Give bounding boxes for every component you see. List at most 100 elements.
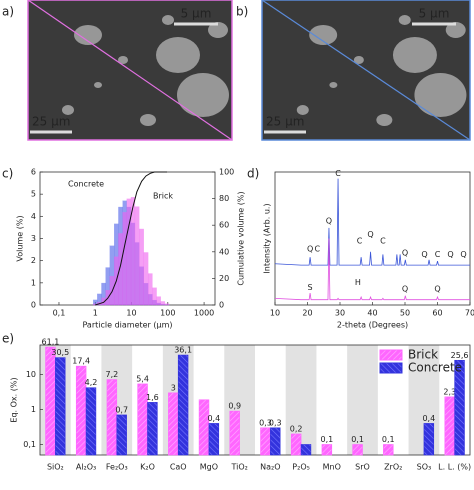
histogram-bar xyxy=(147,273,153,306)
y-tick-label: 0 xyxy=(31,301,36,310)
x-tick-label: 40 xyxy=(367,309,377,318)
value-label: 7,2 xyxy=(106,370,119,379)
bar xyxy=(116,414,127,456)
bar xyxy=(321,444,333,456)
value-label: 1,6 xyxy=(146,393,159,402)
legend-label: Concrete xyxy=(408,361,462,375)
x-tick-label: SrO xyxy=(355,463,370,472)
bar xyxy=(85,387,97,456)
histogram-bar xyxy=(164,303,170,306)
bar xyxy=(290,433,302,456)
y-tick-label: 0,1 xyxy=(23,440,36,449)
y-axis-label: Eq. Ox. (%) xyxy=(10,377,19,422)
xrd-line xyxy=(274,178,470,266)
bar xyxy=(147,402,158,456)
histogram-bar xyxy=(143,252,149,306)
panel-label: c) xyxy=(2,167,13,181)
value-label: 30,5 xyxy=(51,348,69,357)
y-tick-label: 6 xyxy=(31,168,36,177)
panel-label: e) xyxy=(2,332,14,346)
value-label: 0,3 xyxy=(269,418,282,427)
bar xyxy=(454,359,465,456)
particle xyxy=(414,73,467,117)
y-tick-label: 1 xyxy=(31,405,36,414)
bar xyxy=(168,392,179,456)
scale-label: 5 μm xyxy=(181,7,212,21)
particle xyxy=(376,114,393,126)
value-label: 0,9 xyxy=(228,402,241,411)
peak-label: Q xyxy=(402,285,408,294)
x-tick-label: 60 xyxy=(432,309,442,318)
x-tick-label: P₂O₅ xyxy=(292,463,310,472)
xrd-line xyxy=(274,238,470,301)
x-tick-label: Fe₂O₃ xyxy=(106,463,128,472)
histogram-bar xyxy=(156,296,161,306)
value-label: 2,3 xyxy=(443,387,456,396)
x-tick-label: CaO xyxy=(170,463,187,472)
y2-tick-label: 80 xyxy=(219,194,229,203)
bar xyxy=(45,346,56,456)
particle xyxy=(353,56,364,64)
x-tick-label: SO₃ xyxy=(417,463,432,472)
legend-label: Brick xyxy=(408,348,438,362)
bar xyxy=(260,427,271,456)
histogram-bar xyxy=(122,212,128,306)
particle xyxy=(329,82,338,88)
y2-tick-label: 100 xyxy=(219,168,234,177)
y-tick-label: 2 xyxy=(31,256,36,265)
value-label: 5,4 xyxy=(136,374,149,383)
particle xyxy=(398,15,411,25)
y2-tick-label: 40 xyxy=(219,247,229,256)
y2-tick-label: 60 xyxy=(219,221,229,230)
plot-frame xyxy=(39,344,471,456)
panel-label: b) xyxy=(236,5,248,19)
histogram-bar xyxy=(160,301,166,306)
legend-swatch xyxy=(379,349,403,361)
x-tick-label: 10 xyxy=(270,309,280,318)
bar xyxy=(444,396,455,456)
particle xyxy=(392,37,437,73)
bar xyxy=(270,427,281,456)
bar xyxy=(423,423,435,456)
panel-label: d) xyxy=(247,167,259,181)
peak-label: Q xyxy=(402,249,408,258)
peak-label: C xyxy=(435,250,441,259)
peak-label: Q xyxy=(460,250,466,259)
y-axis-label: Intensity (Arb. u.) xyxy=(263,203,272,273)
y-tick-label: 5 xyxy=(31,190,36,199)
bar xyxy=(198,399,210,456)
y-tick-label: 4 xyxy=(31,212,36,221)
peak-label: Q xyxy=(434,285,440,294)
particle xyxy=(296,105,309,115)
x-axis-label: 2-theta (Degrees) xyxy=(337,321,408,330)
x-tick-label: TiO₂ xyxy=(230,463,247,472)
particle xyxy=(208,22,228,38)
x-tick-label: 30 xyxy=(335,309,345,318)
scale-label: 25 μm xyxy=(32,115,70,129)
x-tick-label: 50 xyxy=(400,309,410,318)
peak-label: Q xyxy=(447,250,453,259)
peak-label: H xyxy=(355,278,361,287)
cumulative-line xyxy=(95,171,167,306)
value-label: 17,4 xyxy=(72,357,90,366)
peak-label: Q xyxy=(367,230,373,239)
x-tick-label: 10 xyxy=(126,309,136,318)
y-tick-label: 10 xyxy=(26,370,36,379)
x-axis-label: Particle diameter (μm) xyxy=(82,321,172,330)
particle xyxy=(74,25,102,45)
y-tick-label: 1 xyxy=(31,278,36,287)
histogram-bar xyxy=(134,206,140,306)
bar xyxy=(106,379,118,456)
x-tick-label: ZrO₂ xyxy=(384,463,402,472)
particle xyxy=(62,105,74,115)
y-axis-label: Volume (%) xyxy=(16,215,25,261)
value-label: 3 xyxy=(171,383,176,392)
value-label: 0,3 xyxy=(259,418,272,427)
x-tick-label: Al₂O₃ xyxy=(76,463,96,472)
peak-label: Q xyxy=(421,250,427,259)
peak-label: Q xyxy=(326,217,332,226)
value-label: 36,1 xyxy=(174,346,192,355)
peak-label: C xyxy=(380,237,386,246)
particle xyxy=(156,37,200,73)
